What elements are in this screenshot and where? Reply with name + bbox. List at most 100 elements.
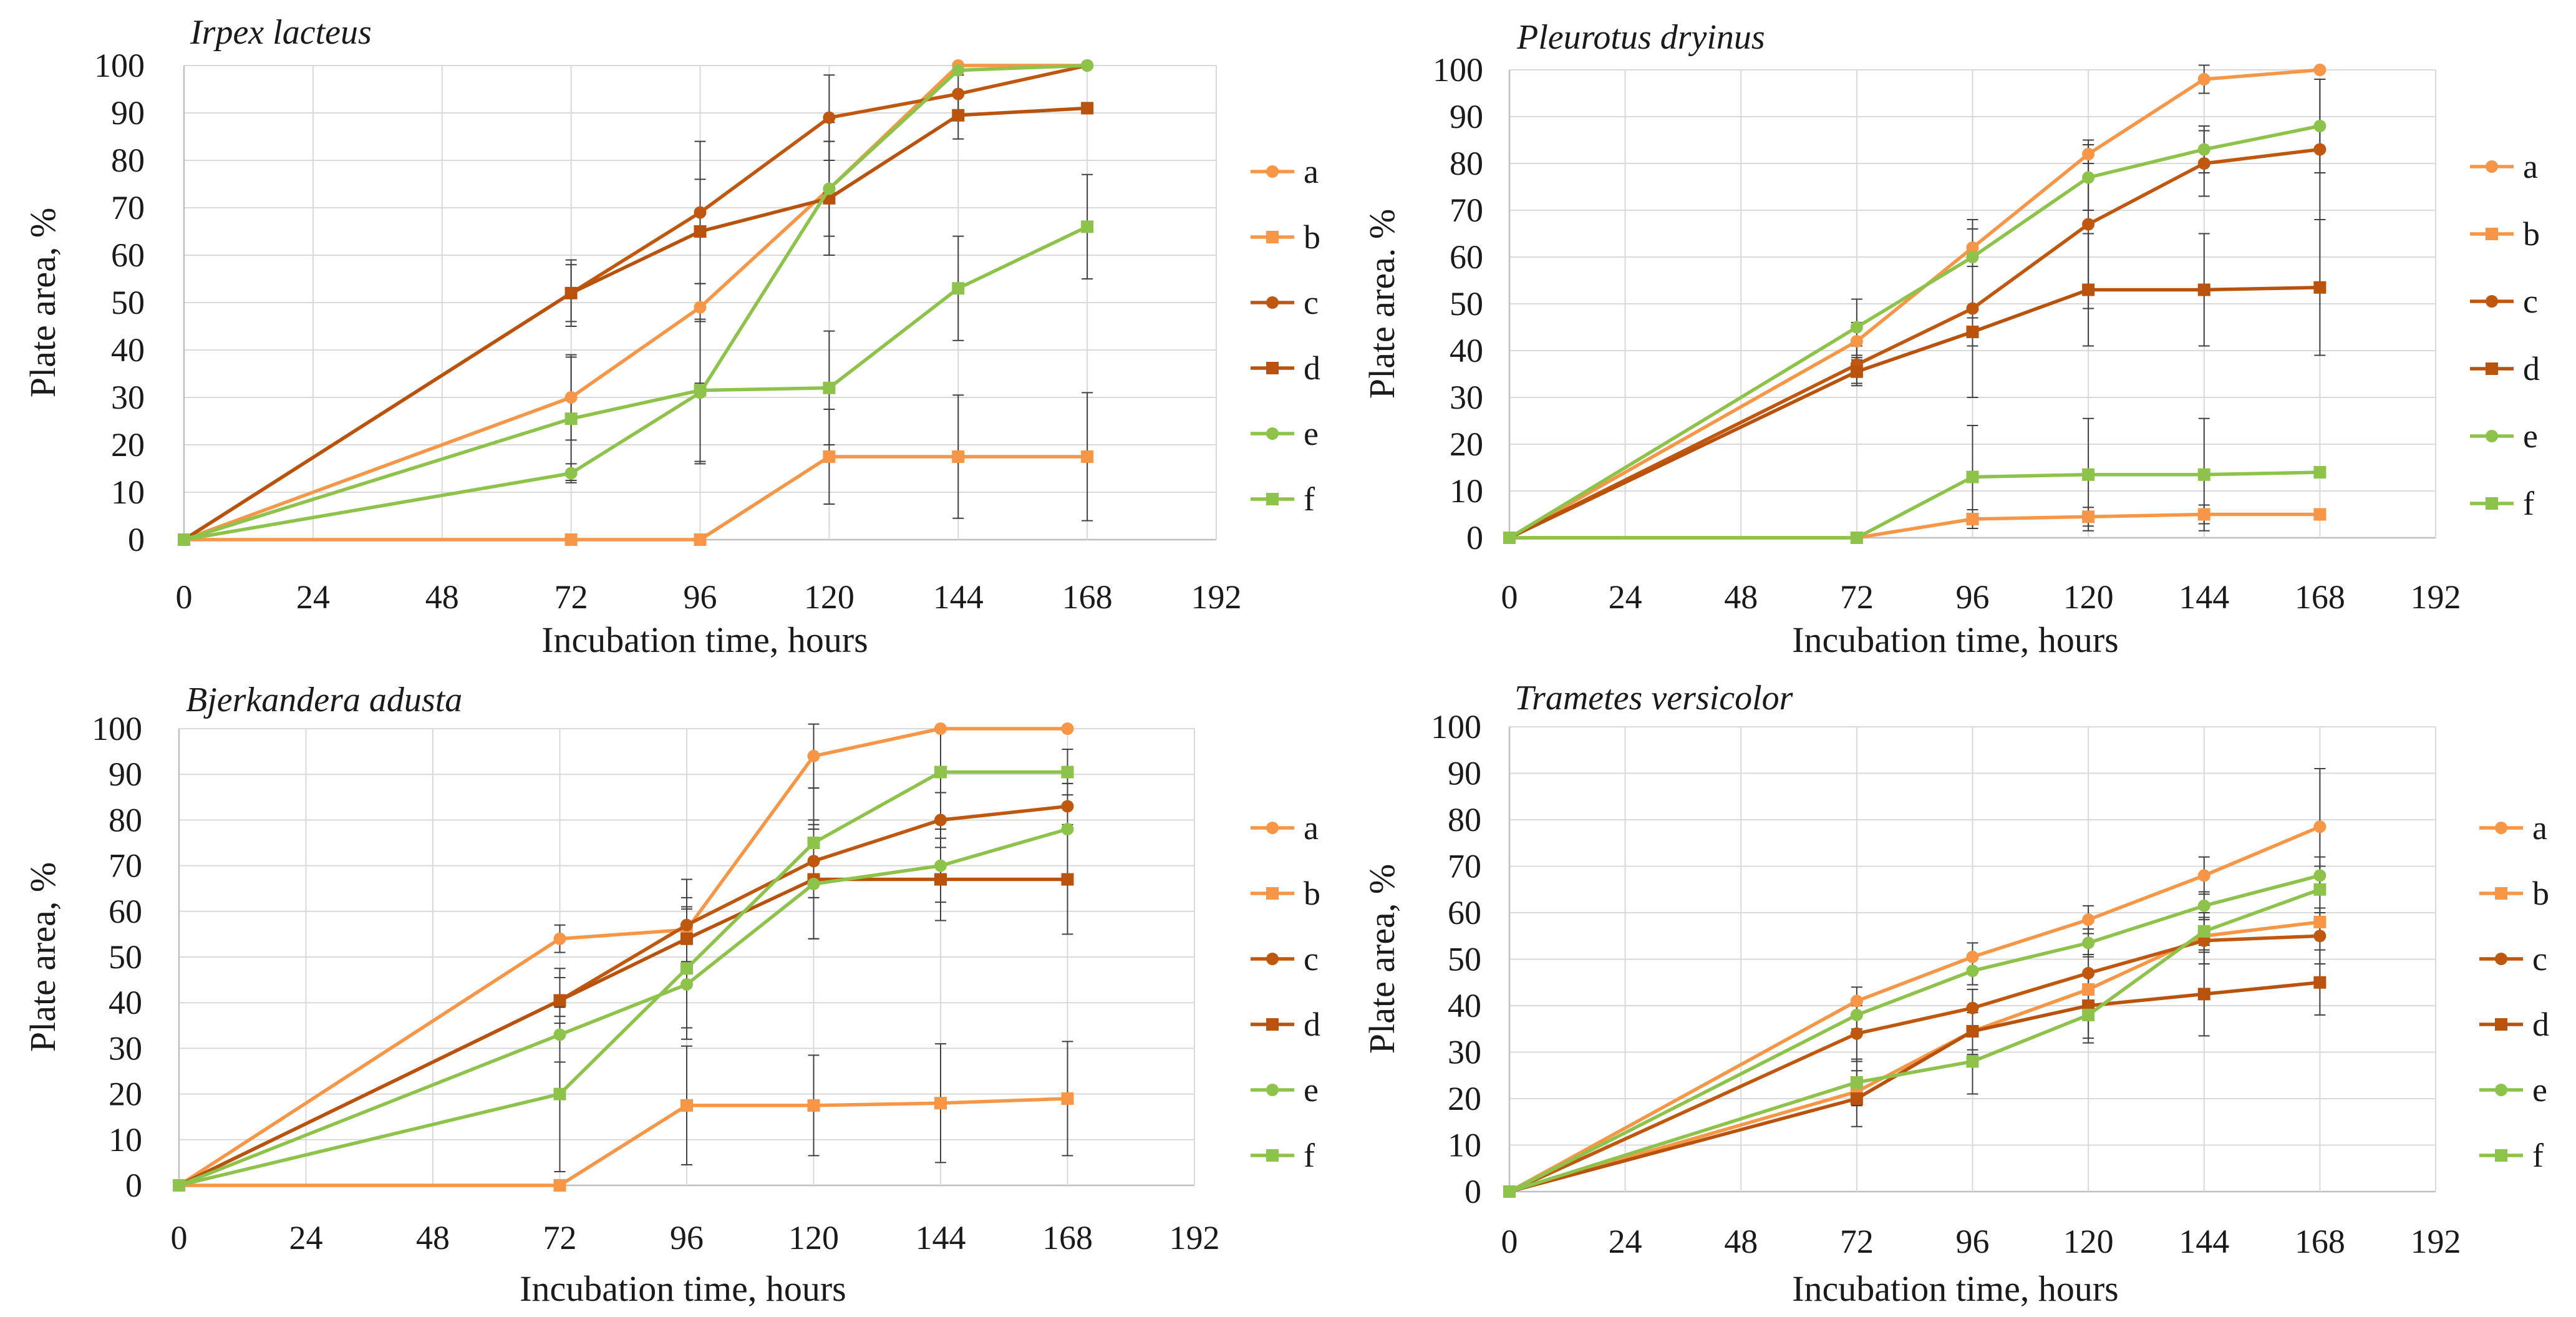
y-tick-label: 40 bbox=[109, 984, 142, 1021]
series-line-f bbox=[178, 770, 1068, 1187]
legend-marker-e bbox=[2486, 430, 2498, 442]
chart-panel-1: 0 10 20 30 40 50 60 70 80 90 100 0 24 48 72 96 120 144 168… bbox=[22, 13, 1320, 660]
data-point-e bbox=[2197, 143, 2210, 156]
x-axis-label: Incubation time, hours bbox=[520, 1268, 846, 1309]
y-tick-label: 80 bbox=[1448, 801, 1481, 838]
data-point-c bbox=[952, 87, 965, 100]
y-tick-label: 40 bbox=[1450, 332, 1483, 369]
data-point-b bbox=[2082, 510, 2095, 523]
legend-label-b: b bbox=[1304, 875, 1320, 912]
y-tick-label: 0 bbox=[125, 1167, 142, 1204]
data-point-f bbox=[1850, 1076, 1863, 1089]
series-line-b bbox=[1509, 920, 2320, 1193]
series-line-e bbox=[183, 64, 1088, 542]
data-point-f bbox=[1503, 1185, 1516, 1198]
data-point-c bbox=[2313, 143, 2327, 156]
x-tick-label: 72 bbox=[1840, 578, 1874, 616]
x-tick-label: 192 bbox=[2411, 1223, 2461, 1260]
series-line-c bbox=[1508, 147, 2320, 540]
data-point-e bbox=[807, 877, 820, 890]
data-point-e bbox=[564, 467, 578, 480]
data-point-d bbox=[564, 286, 578, 299]
legend-label-c: c bbox=[1304, 284, 1319, 321]
data-point-d bbox=[553, 994, 566, 1007]
legend-marker-f bbox=[2486, 497, 2498, 510]
data-point-a bbox=[1966, 241, 1979, 254]
data-point-a bbox=[2197, 869, 2210, 882]
data-point-e bbox=[2313, 869, 2327, 882]
legend-marker-d bbox=[2486, 362, 2498, 375]
data-point-c bbox=[1966, 302, 1979, 315]
x-tick-label: 0 bbox=[171, 1219, 188, 1256]
y-tick-label: 80 bbox=[111, 142, 145, 179]
data-point-f bbox=[2082, 1008, 2095, 1021]
data-point-b bbox=[694, 533, 707, 546]
chart-title: Pleurotus dryinus bbox=[1516, 18, 1765, 57]
y-tick-label: 30 bbox=[109, 1029, 142, 1067]
legend-label-d: d bbox=[2523, 350, 2540, 387]
data-point-e bbox=[934, 859, 947, 872]
x-tick-label: 48 bbox=[425, 578, 459, 616]
x-axis-label: Incubation time, hours bbox=[541, 620, 868, 660]
x-tick-label: 24 bbox=[296, 578, 330, 616]
data-point-f bbox=[173, 1179, 185, 1192]
legend-label-a: a bbox=[1304, 153, 1319, 190]
legend-marker-d bbox=[2495, 1018, 2507, 1031]
y-axis-label: Plate area, % bbox=[22, 208, 63, 397]
y-tick-label: 0 bbox=[1466, 519, 1483, 556]
y-tick-label: 30 bbox=[1450, 379, 1483, 416]
legend-marker-b bbox=[1266, 887, 1279, 900]
legend-marker-c bbox=[1266, 296, 1279, 309]
data-point-b bbox=[564, 533, 578, 546]
legend-label-a: a bbox=[2523, 148, 2538, 185]
legend-label-c: c bbox=[2532, 940, 2547, 978]
legend-marker-e bbox=[1266, 1084, 1279, 1096]
data-point-d bbox=[1966, 1024, 1979, 1038]
legend-marker-b bbox=[2486, 228, 2498, 240]
y-tick-label: 20 bbox=[111, 426, 145, 464]
data-point-a bbox=[1061, 722, 1074, 735]
data-point-c bbox=[1061, 800, 1074, 813]
legend-marker-c bbox=[1266, 953, 1279, 965]
data-point-d bbox=[680, 932, 693, 945]
data-point-f bbox=[694, 384, 707, 397]
legend-marker-f bbox=[2495, 1149, 2507, 1162]
legend-label-c: c bbox=[1304, 940, 1319, 978]
series-line-a bbox=[1508, 68, 2320, 540]
legend-marker-c bbox=[2495, 953, 2507, 965]
data-point-f bbox=[2082, 468, 2095, 481]
series-line-e bbox=[178, 827, 1068, 1187]
series-line-a bbox=[183, 64, 1088, 542]
series-line-a bbox=[1508, 825, 2321, 1193]
data-point-a bbox=[694, 301, 707, 314]
series-line-c bbox=[1508, 934, 2320, 1193]
data-point-f bbox=[2197, 925, 2210, 938]
data-point-a bbox=[934, 722, 947, 735]
x-tick-label: 192 bbox=[1169, 1219, 1220, 1256]
x-tick-label: 120 bbox=[788, 1219, 839, 1256]
legend-label-f: f bbox=[1304, 480, 1315, 518]
y-tick-label: 70 bbox=[109, 847, 142, 885]
x-tick-label: 168 bbox=[2295, 578, 2345, 616]
data-point-e bbox=[1850, 321, 1863, 334]
y-tick-label: 100 bbox=[92, 710, 142, 747]
series-line-f bbox=[183, 225, 1088, 542]
legend-marker-a bbox=[2495, 822, 2507, 834]
data-point-a bbox=[2313, 820, 2327, 833]
y-tick-label: 20 bbox=[1450, 425, 1483, 463]
legend-label-f: f bbox=[2523, 485, 2534, 522]
legend-label-e: e bbox=[1304, 415, 1319, 452]
x-tick-label: 24 bbox=[289, 1219, 323, 1256]
data-point-b bbox=[2313, 508, 2327, 521]
data-point-d bbox=[2313, 976, 2327, 989]
legend-label-f: f bbox=[1304, 1137, 1315, 1174]
chart-title: Bjerkandera adusta bbox=[186, 681, 462, 719]
legend-marker-b bbox=[1266, 231, 1279, 243]
x-tick-label: 0 bbox=[1501, 578, 1518, 616]
x-tick-label: 120 bbox=[2063, 1223, 2114, 1260]
data-point-e bbox=[1061, 823, 1074, 836]
x-tick-label: 0 bbox=[176, 578, 193, 616]
series-line-b bbox=[179, 1097, 1068, 1187]
